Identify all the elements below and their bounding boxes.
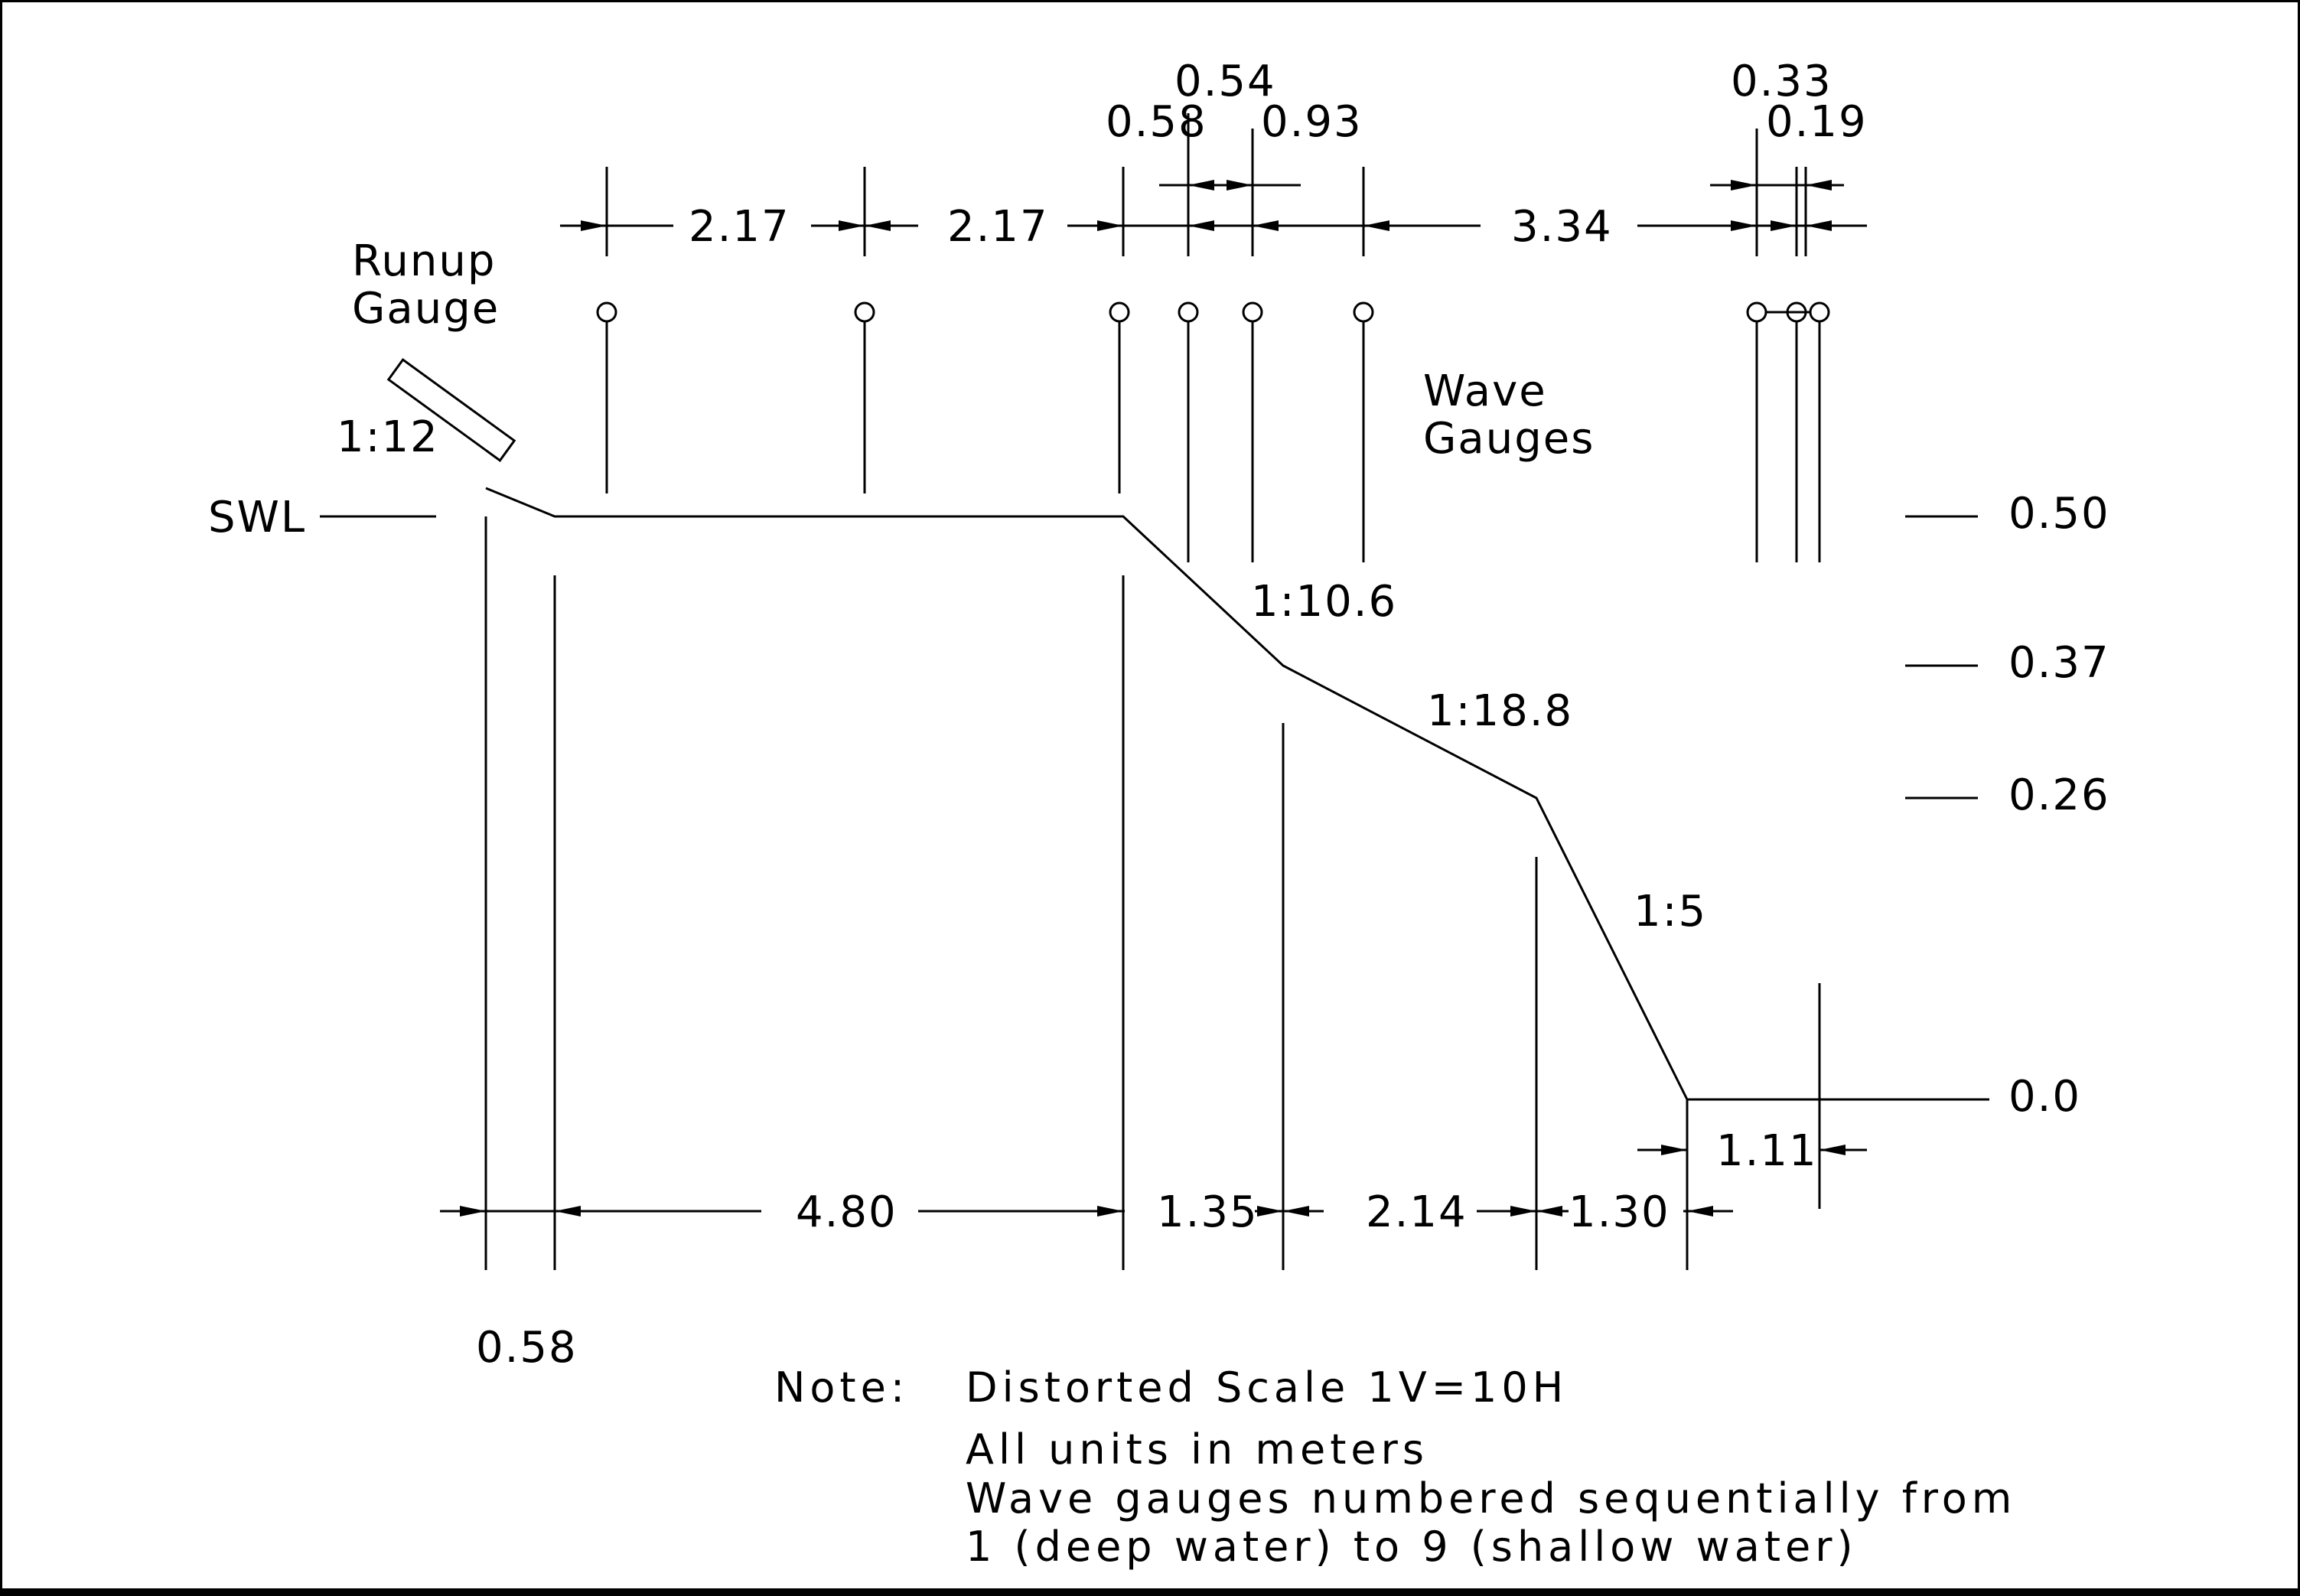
elevation-label: 0.37 (2008, 638, 2110, 688)
wave-gauge-icon (1242, 301, 1263, 562)
bed-profile (485, 487, 1974, 1101)
slope-label: 1:5 (1634, 887, 1707, 936)
note-line: All units in meters (966, 1425, 1429, 1474)
note-line: 1 (deep water) to 9 (shallow water) (966, 1523, 1858, 1571)
slope-label: 1:10.6 (1251, 577, 1397, 627)
elevation-label: 0.50 (2008, 489, 2110, 539)
dimension-label: 0.58 (476, 1323, 578, 1373)
dimension-label: 0.93 (1261, 97, 1363, 147)
slope-label: 1:12 (337, 412, 439, 462)
dimension-label: 1.30 (1569, 1187, 1670, 1237)
runup-gauge-label: Gauge (352, 284, 500, 334)
dimension-label: 1.35 (1157, 1187, 1259, 1237)
wave-gauge-icon (1786, 301, 1807, 562)
note-line: Distorted Scale 1V=10H (966, 1363, 1568, 1412)
dimension-label: 4.80 (796, 1187, 898, 1237)
slope-label: 1:18.8 (1427, 686, 1573, 736)
top-dimension-arrows (581, 180, 1832, 231)
bottom-dimension-lines (440, 516, 1867, 1270)
note-line: Wave gauges numbered sequentially from (966, 1474, 2016, 1523)
elevation-label: 0.26 (2008, 770, 2110, 820)
bottom-dimension-arrows (460, 1145, 1846, 1217)
wave-gauge-icon (1353, 301, 1374, 562)
wave-gauges-label: Gauges (1423, 414, 1595, 464)
runup-gauge-label: Runup (352, 236, 496, 286)
dimension-label: 2.17 (689, 202, 790, 252)
dimension-label: 0.33 (1731, 57, 1833, 106)
wave-gauge-icon (1178, 301, 1199, 562)
dimension-label: 1.11 (1716, 1126, 1818, 1176)
swl-label: SWL (208, 493, 306, 542)
dimension-label: 3.34 (1511, 202, 1613, 252)
wave-gauge-icon (596, 301, 617, 493)
dimension-label: 2.14 (1366, 1187, 1468, 1237)
wave-gauge-icon (1109, 301, 1130, 493)
elevation-label: 0.0 (2008, 1072, 2081, 1122)
dimension-label: 2.17 (947, 202, 1049, 252)
dimension-label: 0.58 (1106, 97, 1207, 147)
dimension-label: 0.54 (1174, 57, 1276, 106)
dimension-label: 0.19 (1766, 97, 1868, 147)
wave-gauge-icon (854, 301, 875, 493)
runup-gauge-icon (386, 358, 516, 462)
wave-gauges-label: Wave (1423, 366, 1547, 416)
wave-gauge-icon (1746, 301, 1767, 562)
note-label: Note: (774, 1363, 909, 1412)
wave-gauge-icon (1809, 301, 1830, 562)
